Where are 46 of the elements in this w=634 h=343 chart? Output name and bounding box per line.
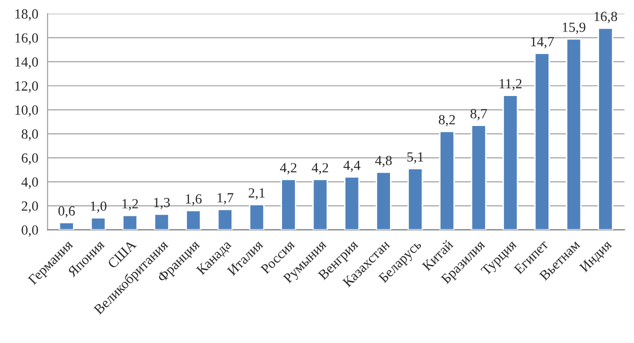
- bar: [186, 210, 202, 230]
- bar: [248, 204, 265, 230]
- data-label: 0,6: [58, 206, 75, 218]
- bar: [376, 171, 392, 230]
- data-label: 1,6: [186, 194, 202, 206]
- data-label: 5,1: [407, 152, 424, 164]
- y-tick-label: 12,0: [15, 81, 38, 93]
- bar: [344, 176, 360, 230]
- bar: [312, 178, 328, 230]
- bar: [154, 214, 170, 230]
- y-tick-label: 6,0: [22, 153, 38, 165]
- data-label: 16,8: [594, 12, 618, 24]
- data-label: 15,9: [562, 22, 586, 34]
- data-label: 1,2: [122, 199, 138, 210]
- data-label: 8,2: [438, 115, 455, 126]
- bar: [566, 38, 582, 230]
- y-tick-label: 4,0: [21, 177, 38, 189]
- bar: [90, 217, 106, 230]
- data-label: 1,3: [154, 198, 170, 210]
- bar: [598, 27, 614, 230]
- data-label: 8,7: [470, 109, 487, 120]
- data-label: 4,2: [280, 163, 296, 174]
- y-tick-label: 2,0: [22, 201, 38, 213]
- data-label: 14,7: [531, 37, 554, 48]
- data-label: 11,2: [500, 79, 522, 90]
- y-tick-label: 16,0: [15, 33, 38, 45]
- bar: [407, 168, 424, 230]
- bar: [122, 214, 138, 230]
- bar: [280, 178, 296, 230]
- bar: [58, 222, 74, 230]
- y-tick-label: 14,0: [15, 57, 38, 69]
- y-tick-label: 10,0: [15, 105, 38, 117]
- bar: [502, 94, 518, 230]
- data-label: 2,1: [248, 188, 265, 200]
- bar: [439, 130, 455, 230]
- bar: [217, 208, 233, 230]
- data-label: 1,0: [90, 201, 106, 213]
- data-label: 1,7: [218, 193, 234, 204]
- bar: [470, 124, 486, 230]
- y-tick-label: 18,0: [15, 9, 38, 21]
- y-tick-label: 0,0: [22, 225, 38, 237]
- data-label: 4,4: [343, 160, 360, 172]
- y-tick-label: 8,0: [22, 129, 38, 141]
- bar: [534, 52, 550, 230]
- data-label: 4,2: [312, 163, 328, 174]
- data-label: 4,8: [375, 156, 392, 168]
